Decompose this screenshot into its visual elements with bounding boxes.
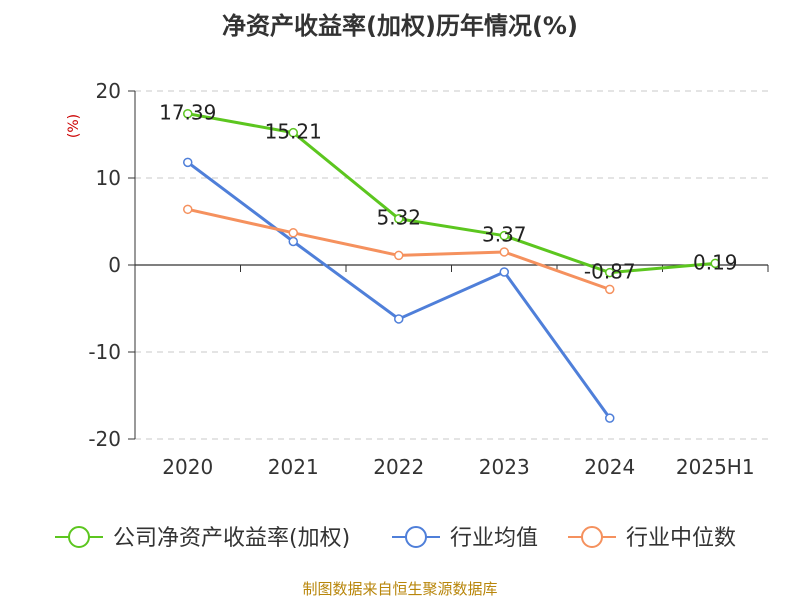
data-point [288, 228, 298, 238]
data-point [183, 157, 193, 168]
legend: 公司净资产收益率(加权) 行业均值 行业中位数 [55, 526, 736, 551]
legend-item-2: 行业中位数 [568, 526, 736, 551]
legend-marker [68, 526, 90, 548]
legend-label: 行业中位数 [626, 526, 736, 551]
data-label: -0.87 [584, 260, 636, 284]
y-tick-label: -20 [88, 427, 121, 451]
data-point [394, 250, 404, 261]
y-tick-label: -10 [88, 340, 121, 364]
data-label: 17.39 [159, 101, 216, 125]
y-axis-unit-label: (%) [66, 114, 82, 138]
y-tick-label: 0 [108, 253, 121, 277]
data-point [288, 127, 298, 138]
data-label: 15.21 [265, 120, 322, 144]
data-point [710, 258, 720, 269]
x-tick-label: 2022 [373, 455, 424, 479]
legend-marker [405, 526, 427, 548]
data-point [605, 284, 615, 295]
series-lines [183, 108, 720, 423]
y-tick-label: 10 [96, 166, 121, 190]
chart-title: 净资产收益率(加权)历年情况(%) [222, 12, 578, 40]
data-label: 3.37 [482, 223, 527, 247]
series-line [186, 161, 611, 419]
data-labels: 17.39 15.21 5.32 3.37 -0.87 0.19 [159, 101, 737, 284]
x-tick-label: 2025H1 [676, 455, 755, 479]
x-tick-label: 2024 [584, 455, 635, 479]
data-point [499, 230, 509, 241]
legend-item-1: 行业均值 [392, 526, 538, 551]
data-point [394, 314, 404, 324]
legend-marker [581, 526, 603, 548]
data-point [288, 236, 298, 247]
legend-label: 公司净资产收益率(加权) [113, 526, 350, 551]
data-point [605, 413, 615, 423]
x-tick-label: 2023 [479, 455, 530, 479]
data-source-note: 制图数据来自恒生聚源数据库 [302, 580, 497, 598]
legend-item-0: 公司净资产收益率(加权) [55, 526, 350, 551]
series-1 [183, 157, 615, 423]
data-point [499, 247, 509, 257]
data-point [394, 213, 404, 224]
series-line [187, 112, 716, 275]
data-point [605, 267, 615, 278]
series-0 [183, 108, 720, 278]
x-tick-label: 2021 [268, 455, 319, 479]
data-point [499, 267, 509, 277]
data-label: 0.19 [693, 250, 738, 274]
legend-label: 行业均值 [450, 526, 538, 551]
data-label: 5.32 [376, 206, 421, 230]
data-point [183, 108, 193, 119]
y-tick-label: 20 [96, 79, 121, 103]
series-2 [183, 204, 615, 295]
data-point [183, 204, 193, 215]
x-tick-label: 2020 [162, 455, 213, 479]
